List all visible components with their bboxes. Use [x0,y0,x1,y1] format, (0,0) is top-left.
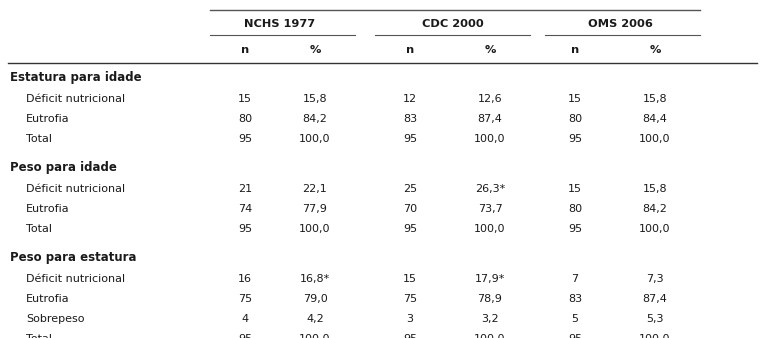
Text: 100,0: 100,0 [640,224,671,234]
Text: 16: 16 [238,274,252,284]
Text: OMS 2006: OMS 2006 [588,19,653,29]
Text: NCHS 1977: NCHS 1977 [245,19,315,29]
Text: 95: 95 [238,334,252,338]
Text: %: % [484,45,496,55]
Text: 4,2: 4,2 [306,314,324,324]
Text: 80: 80 [568,114,582,124]
Text: 12: 12 [403,94,417,104]
Text: 80: 80 [568,204,582,214]
Text: 73,7: 73,7 [477,204,503,214]
Text: Eutrofia: Eutrofia [26,294,70,304]
Text: Eutrofia: Eutrofia [26,204,70,214]
Text: 84,2: 84,2 [643,204,667,214]
Text: 87,4: 87,4 [477,114,503,124]
Text: Estatura para idade: Estatura para idade [10,72,142,84]
Text: 83: 83 [568,294,582,304]
Text: 95: 95 [403,134,417,144]
Text: 95: 95 [568,224,582,234]
Text: Peso para estatura: Peso para estatura [10,251,136,265]
Text: 5,3: 5,3 [646,314,664,324]
Text: 100,0: 100,0 [640,334,671,338]
Text: 15,8: 15,8 [643,184,667,194]
Text: 100,0: 100,0 [474,224,506,234]
Text: 15,8: 15,8 [643,94,667,104]
Text: 25: 25 [403,184,417,194]
Text: 70: 70 [403,204,417,214]
Text: 95: 95 [568,334,582,338]
Text: 100,0: 100,0 [299,334,330,338]
Text: 75: 75 [238,294,252,304]
Text: 16,8*: 16,8* [300,274,330,284]
Text: Déficit nutricional: Déficit nutricional [26,184,125,194]
Text: 95: 95 [568,134,582,144]
Text: %: % [309,45,321,55]
Text: 26,3*: 26,3* [475,184,505,194]
Text: 95: 95 [403,334,417,338]
Text: Total: Total [26,134,52,144]
Text: Eutrofia: Eutrofia [26,114,70,124]
Text: 15: 15 [403,274,417,284]
Text: 100,0: 100,0 [299,134,330,144]
Text: 95: 95 [238,224,252,234]
Text: 95: 95 [238,134,252,144]
Text: 95: 95 [403,224,417,234]
Text: Sobrepeso: Sobrepeso [26,314,84,324]
Text: 77,9: 77,9 [303,204,327,214]
Text: 7: 7 [571,274,578,284]
Text: 75: 75 [403,294,417,304]
Text: CDC 2000: CDC 2000 [422,19,484,29]
Text: 87,4: 87,4 [643,294,667,304]
Text: 84,2: 84,2 [303,114,327,124]
Text: n: n [241,45,249,55]
Text: 100,0: 100,0 [640,134,671,144]
Text: 15: 15 [568,94,582,104]
Text: 100,0: 100,0 [474,334,506,338]
Text: 3: 3 [406,314,414,324]
Text: 21: 21 [238,184,252,194]
Text: 15: 15 [568,184,582,194]
Text: 17,9*: 17,9* [475,274,505,284]
Text: n: n [406,45,414,55]
Text: Déficit nutricional: Déficit nutricional [26,274,125,284]
Text: 4: 4 [242,314,249,324]
Text: 15: 15 [238,94,252,104]
Text: 83: 83 [403,114,417,124]
Text: 15,8: 15,8 [303,94,327,104]
Text: 22,1: 22,1 [303,184,327,194]
Text: n: n [571,45,579,55]
Text: 79,0: 79,0 [303,294,327,304]
Text: Peso para idade: Peso para idade [10,162,117,174]
Text: 78,9: 78,9 [477,294,503,304]
Text: Total: Total [26,334,52,338]
Text: 100,0: 100,0 [299,224,330,234]
Text: 7,3: 7,3 [646,274,664,284]
Text: 74: 74 [238,204,252,214]
Text: 12,6: 12,6 [477,94,503,104]
Text: 5: 5 [571,314,578,324]
Text: 80: 80 [238,114,252,124]
Text: 3,2: 3,2 [481,314,499,324]
Text: 100,0: 100,0 [474,134,506,144]
Text: Total: Total [26,224,52,234]
Text: Déficit nutricional: Déficit nutricional [26,94,125,104]
Text: %: % [649,45,661,55]
Text: 84,4: 84,4 [643,114,667,124]
